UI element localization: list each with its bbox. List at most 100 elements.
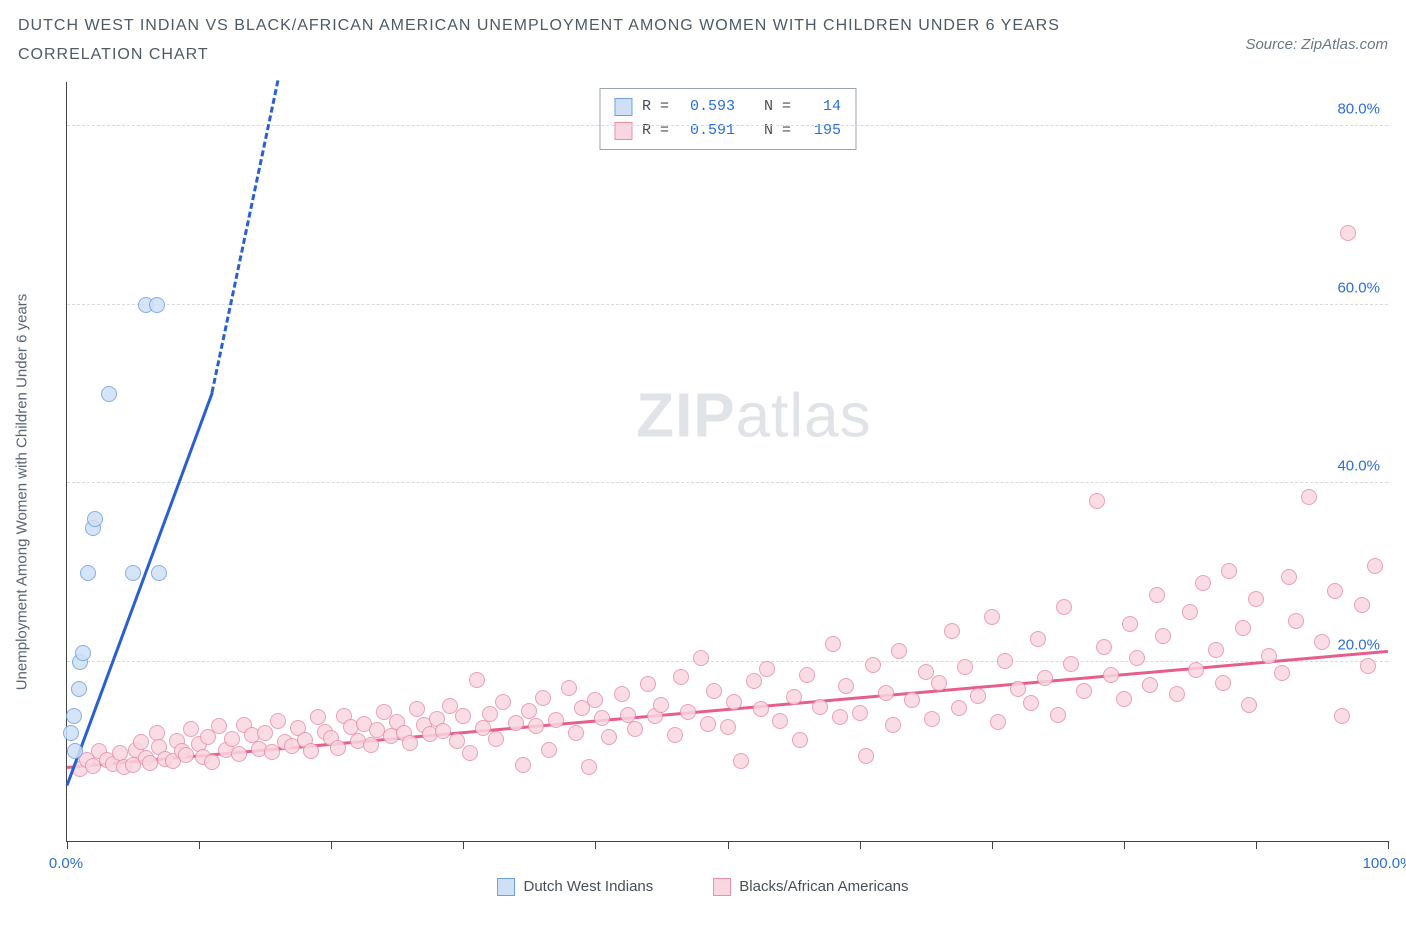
n-value-0: 14 — [801, 95, 841, 119]
n-label: N = — [764, 95, 791, 119]
data-point — [1149, 587, 1165, 603]
y-axis-label: Unemployment Among Women with Children U… — [14, 293, 31, 690]
data-point — [706, 683, 722, 699]
data-point — [753, 701, 769, 717]
data-point — [700, 716, 716, 732]
data-point — [125, 565, 141, 581]
data-point — [521, 703, 537, 719]
data-point — [891, 643, 907, 659]
data-point — [680, 704, 696, 720]
x-tick — [1256, 841, 1257, 849]
data-point — [1288, 613, 1304, 629]
data-point — [1023, 695, 1039, 711]
data-point — [990, 714, 1006, 730]
data-point — [1208, 642, 1224, 658]
stats-row-2: R = 0.591 N = 195 — [614, 119, 841, 143]
title-line2: CORRELATION CHART — [18, 46, 209, 63]
swatch-series-0 — [497, 878, 515, 896]
gridline — [67, 125, 1388, 126]
data-point — [363, 737, 379, 753]
data-point — [799, 667, 815, 683]
data-point — [1195, 575, 1211, 591]
data-point — [720, 719, 736, 735]
data-point — [462, 745, 478, 761]
data-point — [1367, 558, 1383, 574]
data-point — [449, 733, 465, 749]
data-point — [1076, 683, 1092, 699]
data-point — [71, 681, 87, 697]
data-point — [601, 729, 617, 745]
source-label: Source: ZipAtlas.com — [1245, 36, 1388, 53]
data-point — [838, 678, 854, 694]
n-value-1: 195 — [801, 119, 841, 143]
data-point — [673, 669, 689, 685]
data-point — [101, 386, 117, 402]
data-point — [825, 636, 841, 652]
watermark-bold: ZIP — [636, 381, 735, 450]
data-point — [142, 755, 158, 771]
y-tick-label: 40.0% — [1337, 458, 1380, 475]
swatch-series-1 — [713, 878, 731, 896]
data-point — [1248, 591, 1264, 607]
data-point — [270, 713, 286, 729]
data-point — [693, 650, 709, 666]
data-point — [149, 297, 165, 313]
data-point — [1340, 225, 1356, 241]
data-point — [1334, 708, 1350, 724]
x-tick-label: 100.0% — [1363, 855, 1406, 872]
title-line1: DUTCH WEST INDIAN VS BLACK/AFRICAN AMERI… — [18, 17, 1060, 34]
data-point — [1116, 691, 1132, 707]
data-point — [1169, 686, 1185, 702]
data-point — [80, 565, 96, 581]
x-tick — [1388, 841, 1389, 849]
data-point — [640, 676, 656, 692]
data-point — [984, 609, 1000, 625]
data-point — [904, 692, 920, 708]
data-point — [1327, 583, 1343, 599]
y-tick-label: 80.0% — [1337, 101, 1380, 118]
data-point — [970, 688, 986, 704]
data-point — [541, 742, 557, 758]
data-point — [224, 731, 240, 747]
data-point — [858, 748, 874, 764]
data-point — [548, 712, 564, 728]
data-point — [87, 511, 103, 527]
x-tick — [1124, 841, 1125, 849]
data-point — [1056, 599, 1072, 615]
r-value-1: 0.591 — [679, 119, 735, 143]
data-point — [918, 664, 934, 680]
data-point — [1261, 648, 1277, 664]
series-name-0: Dutch West Indians — [523, 878, 653, 895]
data-point — [1030, 631, 1046, 647]
data-point — [1010, 681, 1026, 697]
data-point — [1360, 658, 1376, 674]
data-point — [535, 690, 551, 706]
data-point — [924, 711, 940, 727]
data-point — [812, 699, 828, 715]
data-point — [1129, 650, 1145, 666]
r-label: R = — [642, 119, 669, 143]
gridline — [67, 661, 1388, 662]
data-point — [786, 689, 802, 705]
data-point — [1314, 634, 1330, 650]
data-point — [759, 661, 775, 677]
data-point — [67, 743, 83, 759]
data-point — [183, 721, 199, 737]
data-point — [515, 757, 531, 773]
data-point — [1215, 675, 1231, 691]
x-tick — [331, 841, 332, 849]
series-name-1: Blacks/African Americans — [739, 878, 908, 895]
data-point — [1241, 697, 1257, 713]
data-point — [997, 653, 1013, 669]
chart-title: DUTCH WEST INDIAN VS BLACK/AFRICAN AMERI… — [18, 12, 1060, 70]
stats-row-1: R = 0.593 N = 14 — [614, 95, 841, 119]
data-point — [1354, 597, 1370, 613]
data-point — [594, 710, 610, 726]
n-label: N = — [764, 119, 791, 143]
data-point — [614, 686, 630, 702]
data-point — [667, 727, 683, 743]
data-point — [204, 754, 220, 770]
data-point — [455, 708, 471, 724]
data-point — [231, 746, 247, 762]
x-tick — [67, 841, 68, 849]
